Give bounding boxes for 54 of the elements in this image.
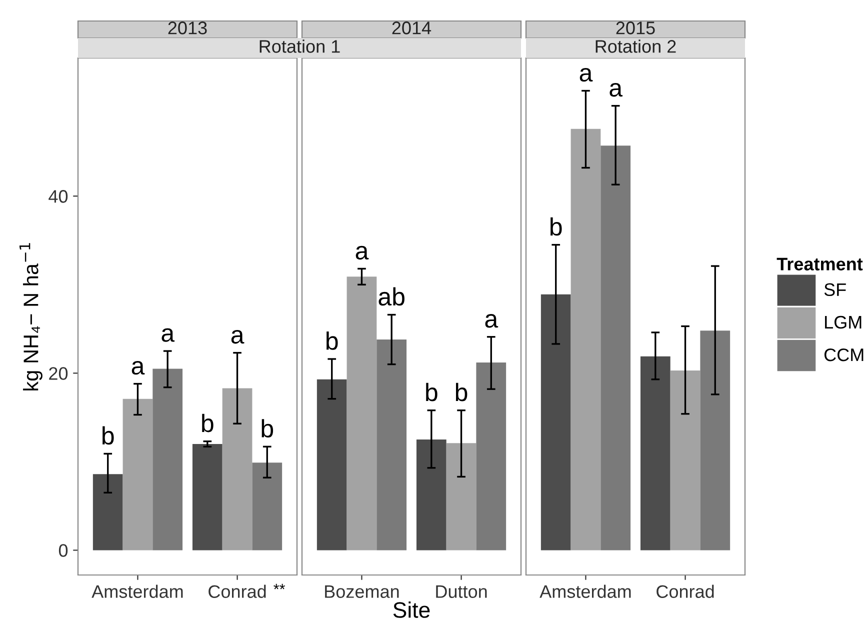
bar — [670, 370, 700, 550]
y-tick-label: 20 — [49, 367, 68, 380]
bar — [446, 443, 476, 550]
legend-label: LGM — [825, 316, 862, 329]
annotation: a — [485, 314, 498, 328]
bar — [316, 379, 347, 550]
legend-label: SF — [824, 283, 846, 296]
annotation: b — [550, 217, 562, 236]
x-tick-label: Amsterdam — [540, 584, 631, 598]
annotation: a — [580, 68, 593, 82]
bar — [600, 146, 631, 550]
y-axis-title: kg NH₄− N ha$^{−1}$ — [20, 243, 42, 390]
bar — [192, 444, 222, 550]
chart-title: 2013 — [168, 22, 207, 34]
bar — [346, 276, 377, 550]
x-tick-label: Amsterdam — [92, 584, 183, 598]
bar — [476, 362, 506, 550]
annotation: b — [456, 382, 468, 402]
bar — [700, 330, 730, 550]
x-tick-label: Conrad — [208, 584, 266, 598]
bar — [222, 388, 252, 550]
annotation: b — [326, 332, 338, 350]
bar — [416, 440, 446, 550]
bar — [92, 474, 123, 550]
annotation: a — [356, 246, 369, 260]
annotation: b — [262, 419, 274, 438]
annotation: a — [231, 330, 244, 344]
y-tick-label: 0 — [58, 544, 68, 557]
x-tick-label: Conrad — [656, 584, 714, 598]
legend-label: CCM — [824, 348, 864, 362]
annotation: b — [426, 382, 438, 402]
bar — [540, 294, 571, 550]
chart-title: 2015 — [616, 22, 655, 34]
annotation: b — [202, 414, 214, 432]
chart-subtitle: Rotation 1 — [260, 40, 340, 53]
chart-title: 2014 — [392, 22, 432, 34]
bar — [640, 356, 670, 550]
text: ** — [274, 584, 286, 590]
bar — [122, 398, 153, 550]
annotation: ab — [378, 287, 404, 306]
annotation: a — [610, 82, 623, 97]
x-tick-label: Bozeman — [325, 585, 399, 598]
x-axis-title: Site — [393, 602, 430, 618]
chart-subtitle: Rotation 2 — [596, 40, 676, 53]
annotation: b — [102, 426, 114, 445]
legend-title: Treatment — [776, 258, 863, 270]
bar — [152, 368, 183, 550]
y-tick-label: 40 — [48, 190, 68, 203]
bar — [376, 340, 407, 550]
bar — [570, 128, 601, 550]
x-tick-label: Dutton — [436, 585, 487, 598]
annotation: a — [132, 360, 145, 375]
bar — [252, 462, 282, 550]
annotation: a — [162, 328, 175, 342]
